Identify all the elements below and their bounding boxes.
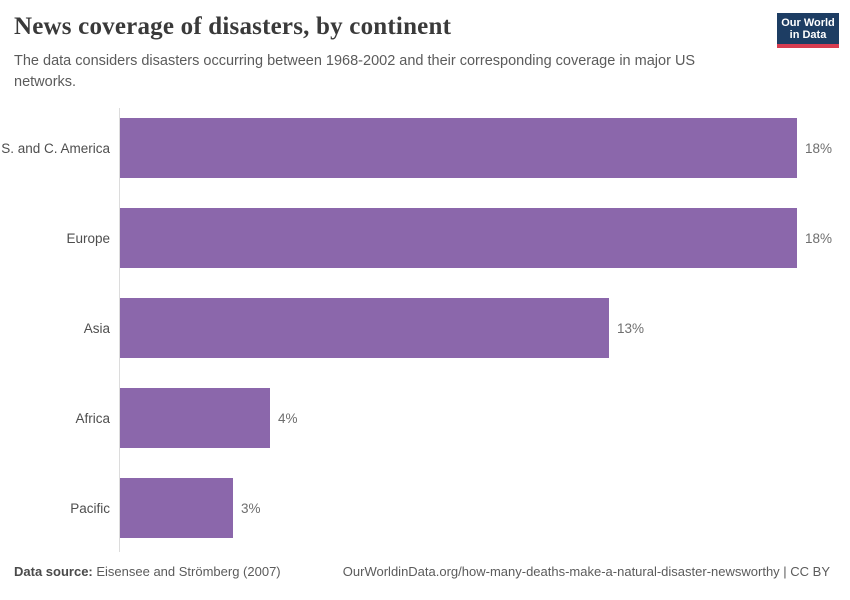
data-source-label: Data source:: [14, 564, 93, 579]
owid-logo-text-line2: in Data: [789, 29, 827, 41]
value-label: 13%: [617, 320, 645, 336]
data-source-value: Eisensee and Strömberg (2007): [92, 564, 281, 579]
value-label: 4%: [278, 410, 298, 426]
bar-pacific[interactable]: [120, 478, 233, 538]
chart-subtitle: The data considers disasters occurring b…: [14, 53, 696, 90]
bar-row: S. and C. America 18%: [0, 118, 850, 178]
category-label: Pacific: [70, 500, 110, 516]
value-label: 18%: [805, 140, 833, 156]
category-label: Europe: [66, 230, 110, 246]
category-label: Africa: [75, 410, 110, 426]
category-label: S. and C. America: [1, 140, 110, 156]
owid-logo[interactable]: Our World in Data: [777, 13, 839, 48]
category-label: Asia: [83, 320, 110, 336]
y-axis-line: [119, 108, 120, 552]
bar-asia[interactable]: [120, 298, 609, 358]
data-source: Data source: Eisensee and Strömberg (200…: [14, 564, 281, 580]
bar-s-and-c-america[interactable]: [120, 118, 797, 178]
bar-row: Africa 4%: [0, 388, 850, 448]
bar-row: Europe 18%: [0, 208, 850, 268]
bar-row: Asia 13%: [0, 298, 850, 358]
chart-footer: Data source: Eisensee and Strömberg (200…: [14, 564, 830, 580]
owid-logo-text-line1: Our World: [781, 17, 835, 29]
bar-row: Pacific 3%: [0, 478, 850, 538]
value-label: 3%: [241, 500, 261, 516]
value-label: 18%: [805, 230, 833, 246]
attribution-link[interactable]: OurWorldinData.org/how-many-deaths-make-…: [342, 564, 830, 579]
bar-africa[interactable]: [120, 388, 270, 448]
page-title: News coverage of disasters, by continent: [14, 13, 452, 40]
bar-europe[interactable]: [120, 208, 797, 268]
